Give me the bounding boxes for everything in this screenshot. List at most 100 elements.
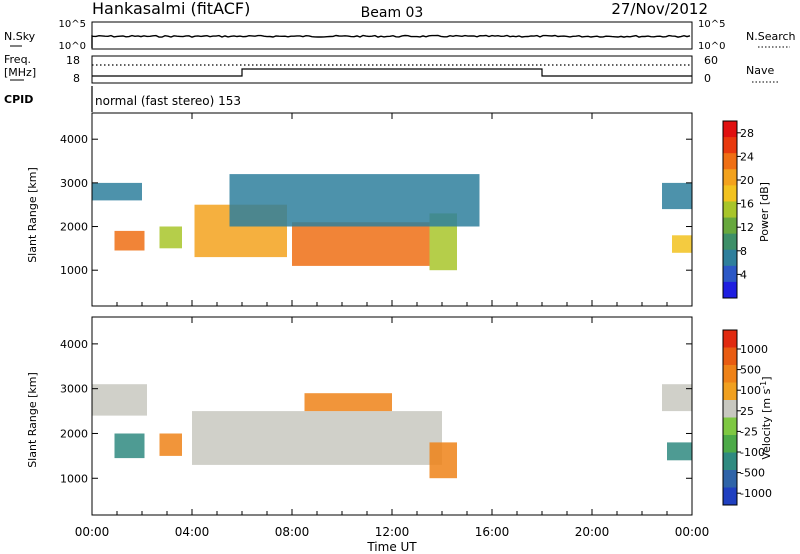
colorbar-tick-label: 12 bbox=[740, 221, 754, 234]
echo-region-4 bbox=[192, 411, 442, 465]
velocity-panel: 1000 2000 3000 4000 Slant Range [km] bbox=[26, 316, 693, 516]
range-tick-label: 2000 bbox=[60, 427, 88, 440]
power-range-ticks: 1000 2000 3000 4000 bbox=[60, 133, 692, 277]
freq-strip bbox=[91, 55, 693, 84]
nsearch-tick-low: 10^0 bbox=[698, 41, 725, 52]
colorbar-swatch bbox=[723, 233, 737, 251]
power-colorbar: 4 8 12 16 20 24 28 Power [dB] bbox=[722, 120, 771, 299]
power-panel: 1000 2000 3000 4000 Slant Range [km] bbox=[26, 112, 693, 307]
range-tick-label: 1000 bbox=[60, 472, 88, 485]
colorbar-swatch bbox=[723, 417, 737, 436]
nsky-trace bbox=[91, 34, 691, 48]
colorbar-tick-label: 24 bbox=[740, 150, 754, 163]
echo-region-4 bbox=[292, 222, 430, 266]
colorbar-tick-label: 4 bbox=[740, 268, 747, 281]
time-tick-label: 00:00 bbox=[675, 525, 710, 539]
colorbar-tick-label: 100 bbox=[740, 384, 761, 397]
time-tick-label: 12:00 bbox=[375, 525, 410, 539]
colorbar-swatch bbox=[723, 347, 737, 366]
velocity-colorbar-label: Velocity [m s-1] bbox=[759, 376, 773, 459]
echo-region-2 bbox=[159, 226, 182, 249]
echo-region-3 bbox=[159, 433, 182, 456]
time-tick-label: 04:00 bbox=[175, 525, 210, 539]
nave-tick-60: 60 bbox=[704, 54, 718, 67]
colorbar-swatch bbox=[723, 435, 737, 453]
colorbar-tick-label: 1000 bbox=[740, 343, 768, 356]
cpid-label: CPID bbox=[4, 93, 33, 106]
freq-tick-18: 18 bbox=[66, 54, 80, 67]
time-axis: 00:00 04:00 08:00 12:00 16:00 20:00 00:00 bbox=[75, 113, 710, 539]
nave-label: Nave bbox=[746, 64, 774, 77]
echo-region-1 bbox=[114, 230, 145, 251]
colorbar-tick-label: 16 bbox=[740, 198, 754, 211]
colorbar-swatch bbox=[723, 470, 737, 488]
time-tick-label: 00:00 bbox=[75, 525, 110, 539]
nsky-tick-low: 10^0 bbox=[59, 41, 86, 52]
colorbar-tick-label: 500 bbox=[740, 364, 761, 377]
nave-tick-0: 0 bbox=[704, 72, 711, 85]
range-tick-label: 2000 bbox=[60, 221, 88, 234]
echo-region-6 bbox=[92, 182, 142, 201]
colorbar-tick-label: 25 bbox=[740, 405, 754, 418]
cpid-text: normal (fast stereo) 153 bbox=[95, 94, 241, 108]
beam-title: Beam 03 bbox=[361, 5, 424, 21]
range-tick-label: 3000 bbox=[60, 177, 88, 190]
velocity-ylabel: Slant Range [km] bbox=[26, 372, 39, 468]
nsearch-tick-high: 10^5 bbox=[698, 19, 725, 30]
velocity-range-ticks: 1000 2000 3000 4000 bbox=[60, 338, 692, 485]
colorbar-swatch bbox=[723, 217, 737, 235]
station-title: Hankasalmi (fitACF) bbox=[92, 0, 250, 18]
echo-region-7 bbox=[229, 174, 480, 227]
colorbar-swatch bbox=[723, 400, 737, 418]
power-colorbar-frame bbox=[722, 120, 738, 299]
colorbar-swatch bbox=[723, 185, 737, 202]
colorbar-tick-label: -100 bbox=[740, 446, 765, 459]
velocity-colorbar-frame bbox=[722, 329, 738, 506]
colorbar-swatch bbox=[723, 137, 737, 154]
colorbar-swatch bbox=[723, 153, 737, 170]
nsearch-label: N.Search bbox=[746, 30, 796, 43]
colorbar-tick-label: -25 bbox=[740, 425, 758, 438]
velocity-colorbar: 1000 500 100 25 -25 -100 -500 -1000 Velocity [m… bbox=[722, 329, 773, 506]
colorbar-tick-label: 20 bbox=[740, 174, 754, 187]
colorbar-swatch bbox=[723, 121, 737, 138]
colorbar-swatch bbox=[723, 382, 737, 401]
colorbar-swatch bbox=[723, 265, 737, 283]
freq-label-1: Freq. bbox=[4, 53, 31, 66]
colorbar-swatch bbox=[723, 330, 737, 348]
colorbar-swatch bbox=[723, 452, 737, 471]
time-tick-label: 20:00 bbox=[575, 525, 610, 539]
echo-region-8 bbox=[672, 235, 692, 253]
colorbar-swatch bbox=[723, 281, 737, 299]
freq-label-2: [MHz] bbox=[4, 66, 36, 79]
echo-region-2 bbox=[114, 433, 145, 459]
colorbar-tick-label: -500 bbox=[740, 467, 765, 480]
colorbar-tick-label: 28 bbox=[740, 127, 754, 140]
range-tick-label: 4000 bbox=[60, 133, 88, 146]
colorbar-tick-label: -1000 bbox=[740, 487, 772, 500]
echo-region-7 bbox=[667, 442, 692, 461]
echo-region-9 bbox=[662, 182, 692, 210]
freq-trace bbox=[92, 68, 692, 77]
colorbar-swatch bbox=[723, 201, 737, 218]
time-tick-label: 08:00 bbox=[275, 525, 310, 539]
nsky-label: N.Sky bbox=[4, 30, 36, 43]
echo-region-5 bbox=[429, 442, 457, 479]
power-ylabel: Slant Range [km] bbox=[26, 167, 39, 263]
colorbar-swatch bbox=[723, 249, 737, 267]
time-axis-label: Time UT bbox=[366, 540, 417, 554]
freq-tick-8: 8 bbox=[73, 72, 80, 85]
range-tick-label: 1000 bbox=[60, 264, 88, 277]
nsky-tick-high: 10^5 bbox=[59, 19, 86, 30]
colorbar-swatch bbox=[723, 365, 737, 383]
colorbar-swatch bbox=[723, 169, 737, 186]
colorbar-tick-label: 8 bbox=[740, 245, 747, 258]
range-tick-label: 3000 bbox=[60, 383, 88, 396]
power-data-marks bbox=[92, 174, 692, 271]
velocity-data-marks bbox=[92, 384, 692, 479]
echo-region-1 bbox=[92, 384, 147, 416]
echo-region-6 bbox=[304, 393, 392, 412]
time-tick-label: 16:00 bbox=[475, 525, 510, 539]
colorbar-swatch bbox=[723, 487, 737, 506]
